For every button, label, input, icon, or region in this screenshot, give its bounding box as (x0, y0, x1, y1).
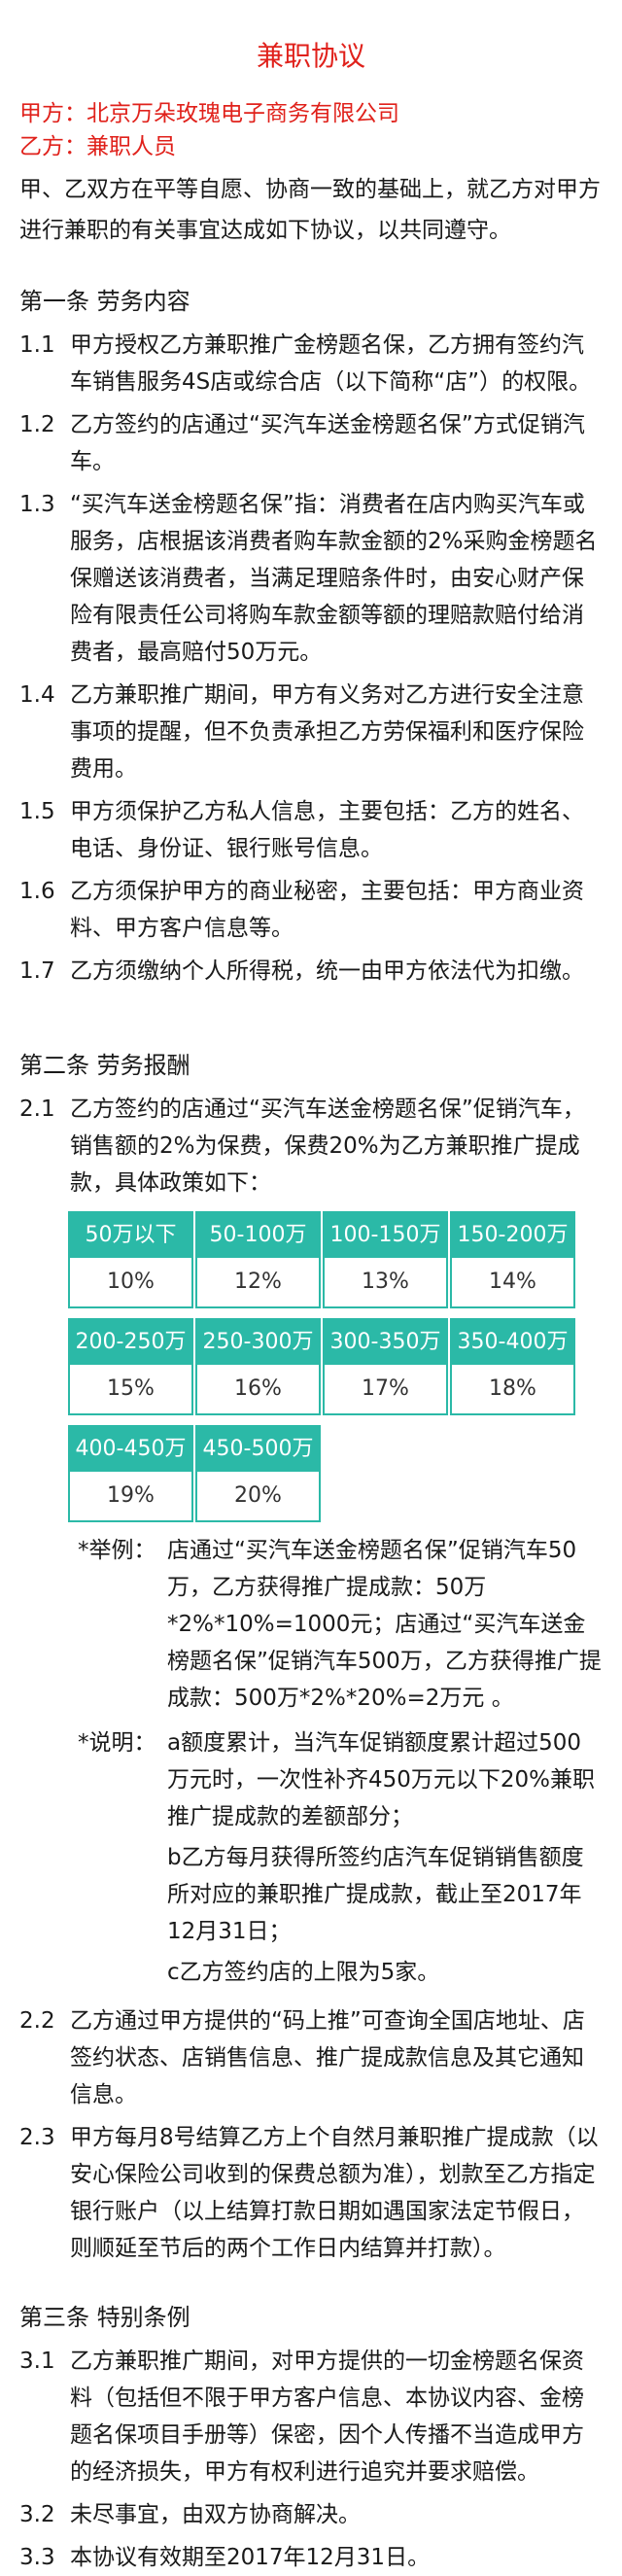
example-text: 店通过“买汽车送金榜题名保”促销汽车50万，乙方获得推广提成款：50万*2%*1… (167, 1538, 602, 1711)
rate-cell: 450-500万 20% (195, 1425, 321, 1522)
clause-text: 乙方通过甲方提供的“码上推”可查询全国店地址、店签约状态、店销售信息、推广提成款… (70, 2008, 585, 2107)
rate-range: 100-150万 (325, 1213, 446, 1258)
rate-cell: 300-350万 17% (323, 1318, 448, 1415)
rate-value: 19% (70, 1472, 191, 1520)
rate-cell: 400-450万 19% (68, 1425, 193, 1522)
rate-cell: 200-250万 15% (68, 1318, 193, 1415)
rate-cell: 350-400万 18% (450, 1318, 575, 1415)
rate-row: 200-250万 15% 250-300万 16% 300-350万 17% 350-… (68, 1318, 603, 1415)
clause-2-2: 2.2 乙方通过甲方提供的“码上推”可查询全国店地址、店签约状态、店销售信息、推广… (19, 2002, 603, 2113)
rate-row: 50万以下 10% 50-100万 12% 100-150万 13% 150-200万… (68, 1211, 603, 1308)
clause-3-2: 3.2 未尽事宜，由双方协商解决。 (19, 2496, 603, 2533)
clause-number: 3.2 (19, 2502, 55, 2527)
rate-value: 16% (197, 1365, 319, 1413)
rate-value: 18% (452, 1365, 573, 1413)
clause-number: 1.1 (19, 332, 55, 358)
explain-label: *说明： (78, 1730, 156, 1756)
page-title: 兼职协议 (256, 40, 365, 72)
rate-range: 400-450万 (70, 1427, 191, 1472)
rate-value: 14% (452, 1258, 573, 1306)
explain-note: *说明： a额度累计，当汽车促销额度累计超过500万元时，一次性补齐450万元以… (78, 1724, 603, 1995)
clause-number: 3.3 (19, 2545, 55, 2570)
explain-body: a额度累计，当汽车促销额度累计超过500万元时，一次性补齐450万元以下20%兼… (167, 1724, 603, 1995)
section-3-heading: 第三条 特别条例 (19, 2304, 190, 2331)
clause-text: 乙方须保护甲方的商业秘密，主要包括：甲方商业资料、甲方客户信息等。 (70, 879, 584, 941)
rate-table: 50万以下 10% 50-100万 12% 100-150万 13% 150-200万… (68, 1211, 603, 1522)
clause-text: 本协议有效期至2017年12月31日。 (70, 2545, 431, 2570)
rate-value: 13% (325, 1258, 446, 1306)
rate-range: 250-300万 (197, 1320, 319, 1365)
rate-cell: 50-100万 12% (195, 1211, 321, 1308)
section-1-heading: 第一条 劳务内容 (19, 288, 190, 315)
rate-row: 400-450万 19% 450-500万 20% (68, 1425, 603, 1522)
preamble: 甲、乙双方在平等自愿、协商一致的基础上，就乙方对甲方进行兼职的有关事宜达成如下协… (19, 177, 601, 243)
explain-c: c乙方签约店的上限为5家。 (167, 1960, 440, 1985)
clause-2-1: 2.1 乙方签约的店通过“买汽车送金榜题名保”促销汽车，销售额的2%为保费，保费2… (19, 1091, 603, 1201)
section-2-heading: 第二条 劳务报酬 (19, 1052, 190, 1079)
clause-number: 1.5 (19, 799, 55, 824)
clause-1-5: 1.5 甲方须保护乙方私人信息，主要包括：乙方的姓名、电话、身份证、银行账号信息。 (19, 793, 603, 867)
rate-range: 200-250万 (70, 1320, 191, 1365)
clause-1-6: 1.6 乙方须保护甲方的商业秘密，主要包括：甲方商业资料、甲方客户信息等。 (19, 873, 603, 947)
explain-b: b乙方每月获得所签约店汽车促销销售额度所对应的兼职推广提成款，截止至2017年1… (167, 1845, 584, 1944)
clause-number: 1.2 (19, 412, 55, 437)
clause-text: 未尽事宜，由双方协商解决。 (70, 2502, 361, 2527)
rate-range: 300-350万 (325, 1320, 446, 1365)
example-label: *举例： (78, 1538, 156, 1563)
clause-text: 乙方兼职推广期间，对甲方提供的一切金榜题名保资料（包括但不限于甲方客户信息、本协… (70, 2349, 584, 2485)
clause-text: 乙方签约的店通过“买汽车送金榜题名保”促销汽车，销售额的2%为保费，保费20%为… (70, 1097, 585, 1196)
clause-number: 1.3 (19, 492, 55, 517)
example-note: *举例： 店通过“买汽车送金榜题名保”促销汽车50万，乙方获得推广提成款：50万… (78, 1532, 603, 1717)
clause-number: 2.2 (19, 2008, 55, 2034)
rate-value: 15% (70, 1365, 191, 1413)
clause-number: 1.4 (19, 682, 55, 708)
rate-cell: 150-200万 14% (450, 1211, 575, 1308)
rate-cell: 100-150万 13% (323, 1211, 448, 1308)
clause-1-2: 1.2 乙方签约的店通过“买汽车送金榜题名保”方式促销汽车。 (19, 406, 603, 480)
clause-3-1: 3.1 乙方兼职推广期间，对甲方提供的一切金榜题名保资料（包括但不限于甲方客户信息… (19, 2343, 603, 2490)
clause-1-3: 1.3 “买汽车送金榜题名保”指：消费者在店内购买汽车或服务，店根据该消费者购车款… (19, 486, 603, 671)
rate-value: 20% (197, 1472, 319, 1520)
clause-3-3: 3.3 本协议有效期至2017年12月31日。 (19, 2539, 603, 2576)
clause-number: 2.3 (19, 2125, 55, 2150)
clause-1-1: 1.1 甲方授权乙方兼职推广金榜题名保，乙方拥有签约汽车销售服务4S店或综合店（以… (19, 327, 603, 400)
rate-range: 50-100万 (197, 1213, 319, 1258)
party-b: 乙方：兼职人员 (19, 134, 176, 159)
explain-a: a额度累计，当汽车促销额度累计超过500万元时，一次性补齐450万元以下20%兼… (167, 1730, 596, 1829)
rate-value: 12% (197, 1258, 319, 1306)
rate-cell: 250-300万 16% (195, 1318, 321, 1415)
clause-text: “买汽车送金榜题名保”指：消费者在店内购买汽车或服务，店根据该消费者购车款金额的… (70, 492, 598, 665)
clause-text: 乙方兼职推广期间，甲方有义务对乙方进行安全注意事项的提醒，但不负责承担乙方劳保福… (70, 682, 584, 782)
clause-number: 1.6 (19, 879, 55, 904)
clause-text: 甲方须保护乙方私人信息，主要包括：乙方的姓名、电话、身份证、银行账号信息。 (70, 799, 584, 861)
clause-number: 3.1 (19, 2349, 55, 2374)
rate-value: 17% (325, 1365, 446, 1413)
clause-number: 2.1 (19, 1097, 55, 1122)
clause-number: 1.7 (19, 958, 55, 984)
rate-cell: 50万以下 10% (68, 1211, 193, 1308)
clause-text: 甲方每月8号结算乙方上个自然月兼职推广提成款（以安心保险公司收到的保费总额为准）… (70, 2125, 599, 2261)
clause-2-3: 2.3 甲方每月8号结算乙方上个自然月兼职推广提成款（以安心保险公司收到的保费总额… (19, 2119, 603, 2267)
rate-range: 150-200万 (452, 1213, 573, 1258)
clause-1-4: 1.4 乙方兼职推广期间，甲方有义务对乙方进行安全注意事项的提醒，但不负责承担乙方… (19, 677, 603, 787)
clause-text: 乙方签约的店通过“买汽车送金榜题名保”方式促销汽车。 (70, 412, 585, 474)
rate-range: 50万以下 (70, 1213, 191, 1258)
rate-range: 350-400万 (452, 1320, 573, 1365)
rate-range: 450-500万 (197, 1427, 319, 1472)
rate-value: 10% (70, 1258, 191, 1306)
document: 兼职协议 甲方：北京万朵玫瑰电子商务有限公司 乙方：兼职人员 甲、乙双方在平等自… (19, 37, 603, 2576)
clause-text: 乙方须缴纳个人所得税，统一由甲方依法代为扣缴。 (70, 958, 584, 984)
clause-text: 甲方授权乙方兼职推广金榜题名保，乙方拥有签约汽车销售服务4S店或综合店（以下简称… (70, 332, 592, 395)
party-a: 甲方：北京万朵玫瑰电子商务有限公司 (19, 101, 399, 126)
clause-1-7: 1.7 乙方须缴纳个人所得税，统一由甲方依法代为扣缴。 (19, 953, 603, 990)
